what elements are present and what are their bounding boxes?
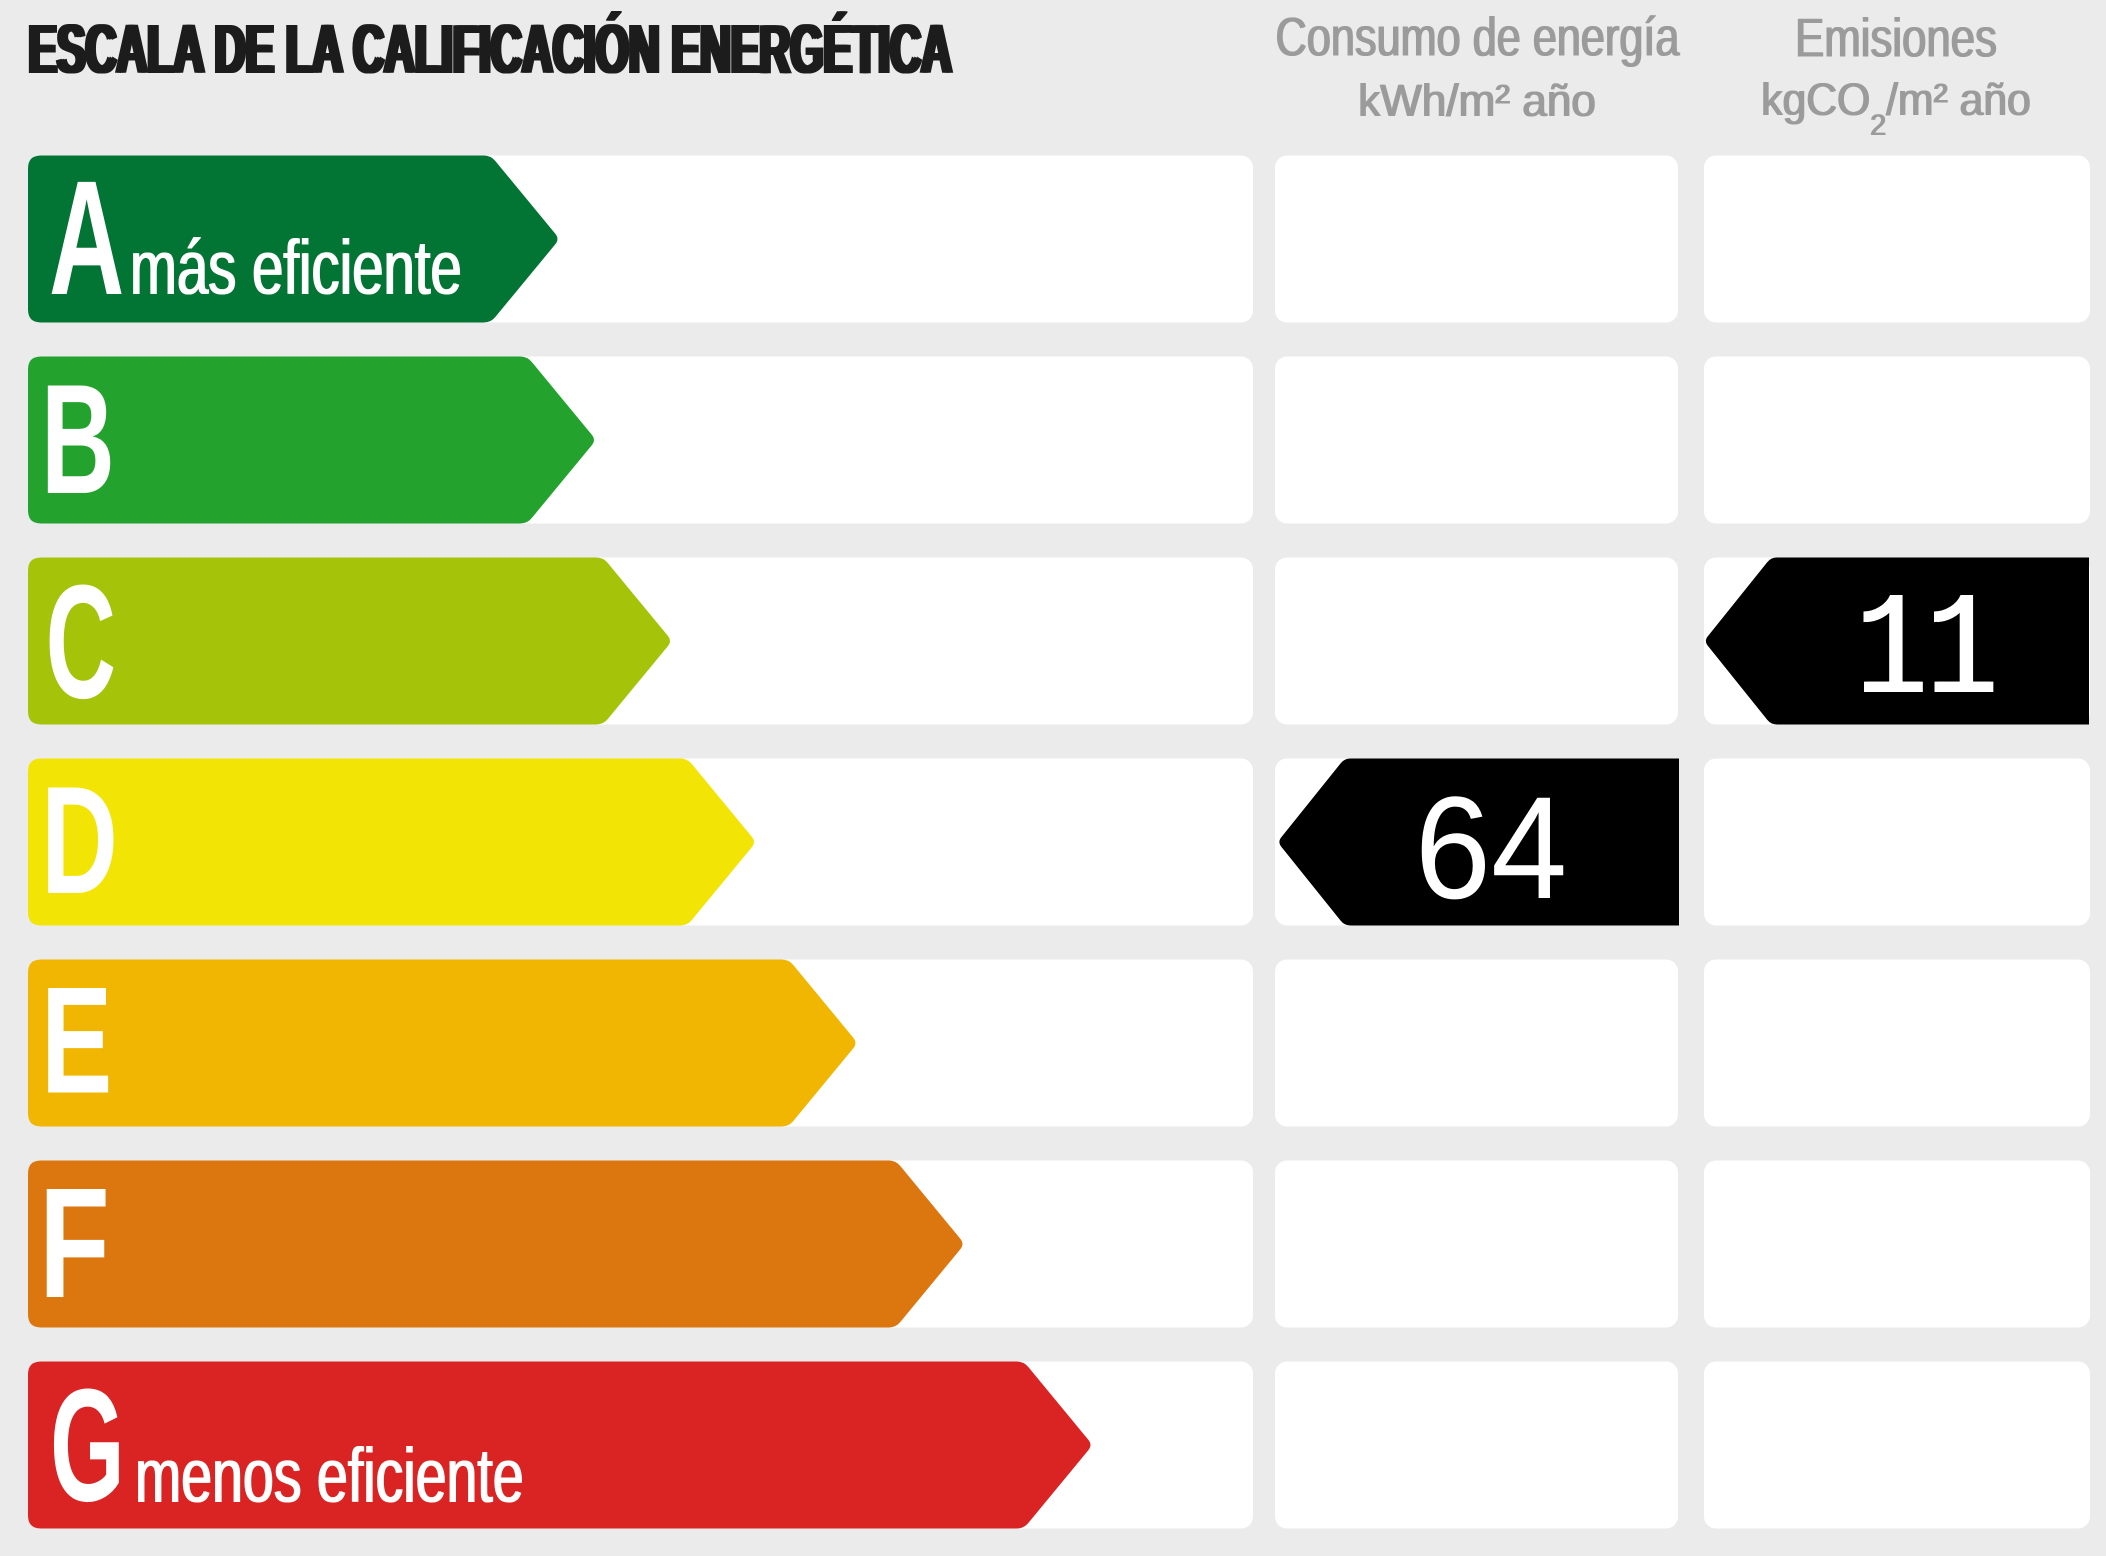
svg-text:64: 64 bbox=[1415, 766, 1567, 929]
svg-text:ESCALA DE LA CALIFICACIÓN ENER: ESCALA DE LA CALIFICACIÓN ENERGÉTICA bbox=[31, 10, 954, 88]
svg-text:C: C bbox=[46, 552, 116, 732]
svg-text:Emisiones: Emisiones bbox=[1796, 7, 1998, 69]
svg-text:E: E bbox=[41, 955, 112, 1125]
svg-text:Consumo de energía: Consumo de energía bbox=[1275, 7, 1679, 68]
svg-text:11: 11 bbox=[1855, 570, 1996, 737]
svg-text:Consumo de energía: Consumo de energía bbox=[1276, 7, 1680, 68]
svg-text:kWh/m² año: kWh/m² año bbox=[1359, 77, 1597, 126]
svg-text:menos eficiente: menos eficiente bbox=[136, 1433, 525, 1519]
svg-text:B: B bbox=[41, 351, 115, 526]
svg-text:más eficiente: más eficiente bbox=[129, 226, 461, 312]
svg-text:Emisiones: Emisiones bbox=[1794, 7, 1996, 69]
svg-text:G: G bbox=[50, 1356, 125, 1536]
svg-text:más eficiente: más eficiente bbox=[131, 226, 463, 312]
svg-text:F: F bbox=[39, 1156, 110, 1331]
svg-text:ESCALA DE LA CALIFICACIÓN ENER: ESCALA DE LA CALIFICACIÓN ENERGÉTICA bbox=[26, 10, 949, 88]
svg-text:11: 11 bbox=[1858, 570, 1999, 737]
svg-text:kWh/m² año: kWh/m² año bbox=[1357, 77, 1595, 126]
svg-text:A: A bbox=[49, 146, 124, 328]
svg-text:D: D bbox=[41, 754, 118, 926]
svg-text:ESCALA DE LA CALIFICACIÓN ENER: ESCALA DE LA CALIFICACIÓN ENERGÉTICA bbox=[29, 10, 952, 88]
svg-text:menos eficiente: menos eficiente bbox=[134, 1433, 523, 1519]
